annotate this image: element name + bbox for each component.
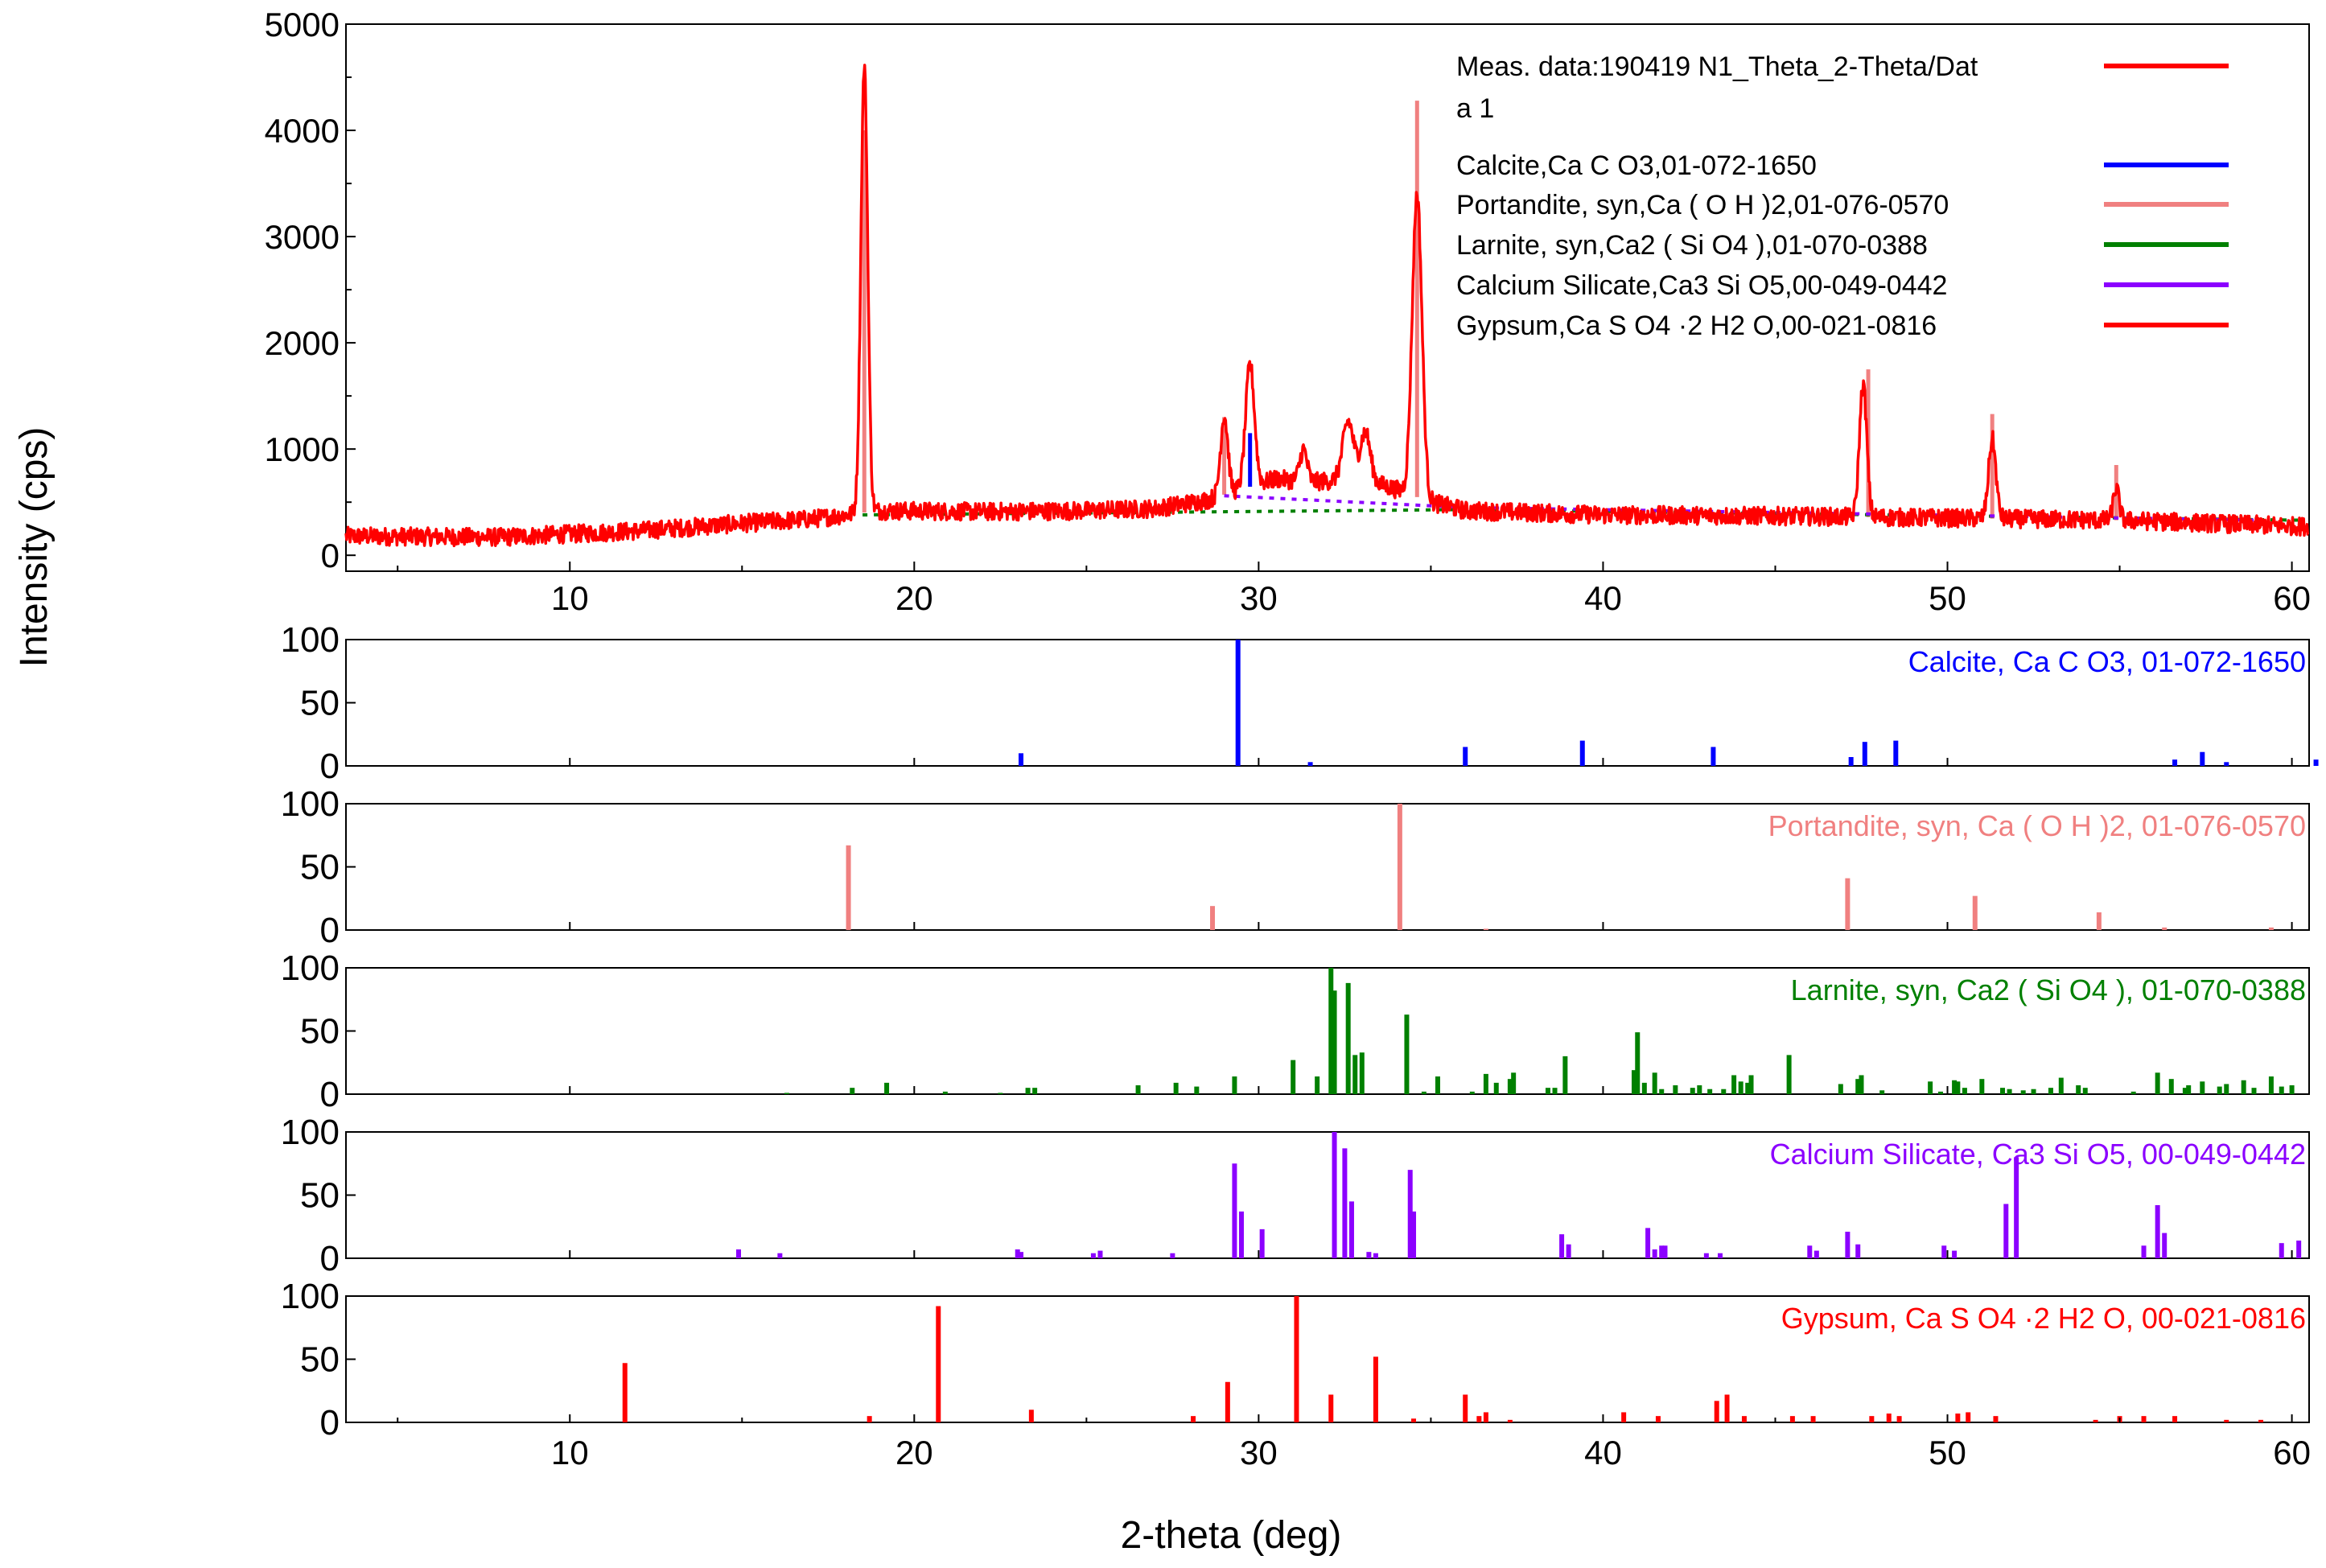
ref-y-tick-label: 50 xyxy=(300,1340,340,1380)
ref-y-tick-label: 100 xyxy=(281,620,340,660)
ref-pattern-title: Larnite, syn, Ca2 ( Si O4 ), 01-070-0388 xyxy=(1791,973,2306,1006)
legend-label: Portandite, syn,Ca ( O H )2,01-076-0570 xyxy=(1456,190,1949,220)
main-y-tick-label: 4000 xyxy=(265,112,340,150)
main-y-tick-label: 0 xyxy=(321,537,340,574)
ref-y-tick-label: 100 xyxy=(281,784,340,824)
main-x-tick-label: 50 xyxy=(1929,579,1966,617)
ref-y-tick-label: 0 xyxy=(320,747,340,786)
main-y-tick-label: 1000 xyxy=(265,430,340,468)
ref-y-tick-label: 0 xyxy=(320,1403,340,1442)
legend: Meas. data:190419 N1_Theta_2-Theta/Data … xyxy=(1456,51,2229,341)
main-x-tick-label: 40 xyxy=(1584,579,1622,617)
ref-y-tick-label: 0 xyxy=(320,1075,340,1114)
legend-label: Calcium Silicate,Ca3 Si O5,00-049-0442 xyxy=(1456,270,1947,301)
legend-label: Larnite, syn,Ca2 ( Si O4 ),01-070-0388 xyxy=(1456,230,1928,261)
main-y-tick-label: 3000 xyxy=(265,218,340,256)
bottom-x-tick-label: 40 xyxy=(1584,1434,1622,1471)
ref-y-tick-label: 50 xyxy=(300,1012,340,1052)
main-y-tick-label: 5000 xyxy=(265,6,340,43)
ref-y-tick-label: 0 xyxy=(320,1239,340,1278)
ref-y-tick-label: 50 xyxy=(300,684,340,723)
y-axis-title: Intensity (cps) xyxy=(13,427,56,668)
bottom-x-tick-label: 30 xyxy=(1240,1434,1278,1471)
ref-y-tick-label: 100 xyxy=(281,949,340,988)
x-axis-title: 2-theta (deg) xyxy=(1121,1514,1342,1557)
main-pattern-plot: 0 1000 2000 3000 4000 5000 10 20 30 40 50 60 xyxy=(265,6,2311,617)
calcium-silicate-dotted-trace xyxy=(1224,494,2258,522)
main-y-tick-label: 2000 xyxy=(265,324,340,362)
ref-y-tick-label: 0 xyxy=(320,911,340,950)
ref-y-tick-label: 100 xyxy=(281,1113,340,1152)
ref-pattern-title: Calcite, Ca C O3, 01-072-1650 xyxy=(1908,645,2306,678)
ref-y-tick-label: 50 xyxy=(300,1176,340,1216)
main-x-tick-label: 60 xyxy=(2273,579,2311,617)
legend-label: Gypsum,Ca S O4 ·2 H2 O,00-021-0816 xyxy=(1456,311,1937,341)
ref-pattern-title: Calcium Silicate, Ca3 Si O5, 00-049-0442 xyxy=(1770,1138,2306,1171)
ref-pattern-title: Portandite, syn, Ca ( O H )2, 01-076-057… xyxy=(1768,809,2306,842)
main-x-tick-label: 10 xyxy=(551,579,589,617)
bottom-x-tick-label: 50 xyxy=(1929,1434,1966,1471)
ref-y-tick-label: 50 xyxy=(300,848,340,887)
main-x-tick-label: 30 xyxy=(1240,579,1278,617)
bottom-x-tick-label: 60 xyxy=(2273,1434,2311,1471)
main-plot-frame xyxy=(345,23,2310,572)
ref-pattern-title: Gypsum, Ca S O4 ·2 H2 O, 00-021-0816 xyxy=(1781,1302,2306,1335)
legend-label: Meas. data:190419 N1_Theta_2-Theta/Dat xyxy=(1456,51,1978,82)
legend-label-continued: a 1 xyxy=(1456,93,1494,124)
measured-data-line xyxy=(344,64,2310,548)
bottom-x-tick-label: 10 xyxy=(551,1434,589,1471)
bottom-x-tick-label: 20 xyxy=(895,1434,933,1471)
ref-y-tick-label: 100 xyxy=(281,1277,340,1316)
main-x-tick-label: 20 xyxy=(895,579,933,617)
legend-label: Calcite,Ca C O3,01-072-1650 xyxy=(1456,150,1817,181)
